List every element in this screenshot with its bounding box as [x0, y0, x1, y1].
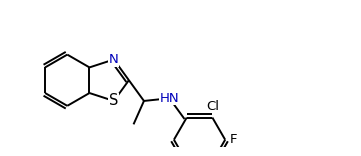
Text: HN: HN [160, 92, 179, 105]
Text: F: F [230, 133, 237, 146]
Text: S: S [109, 93, 118, 108]
Text: N: N [109, 53, 119, 66]
Text: Cl: Cl [206, 100, 219, 113]
